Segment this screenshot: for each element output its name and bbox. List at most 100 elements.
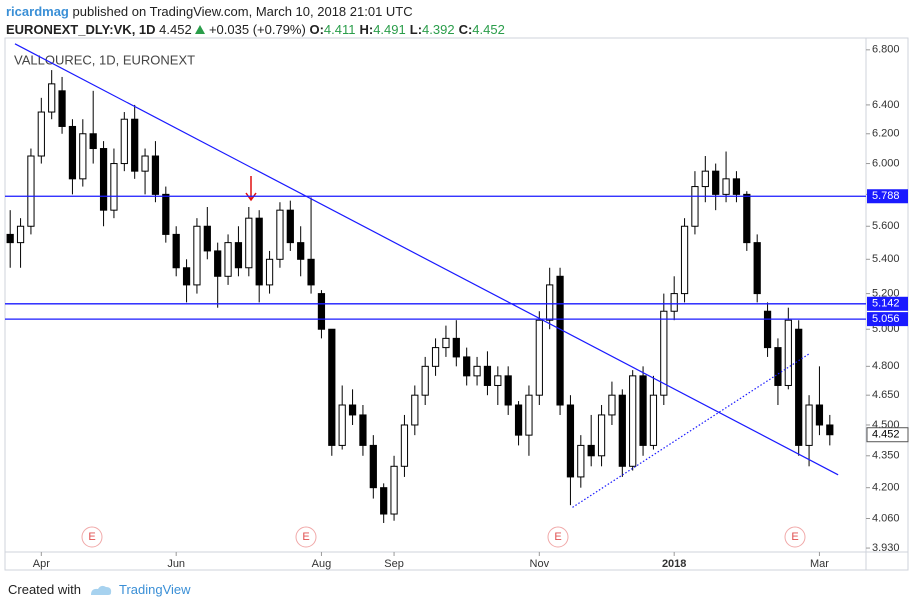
brand[interactable]: TradingView [118,582,191,597]
y-tick-label: 4.650 [872,389,900,401]
candle-body [48,83,56,113]
candle-body [805,404,813,446]
candle-body [691,186,699,227]
candle-body [297,242,305,260]
candle-body [514,404,523,436]
candle-body [390,465,398,515]
earnings-label: E [88,531,95,543]
created-with: Created with [8,582,81,597]
candle-body [286,209,294,244]
candle-body [556,275,564,406]
candle-body [639,375,647,446]
ohlc-label: L: [409,22,423,37]
header: ricardmag published on TradingView.com, … [6,3,509,39]
x-tick-label: Nov [530,558,550,570]
candle-body [37,111,45,157]
ohlc-label: O: [309,22,324,37]
candle-body [421,365,429,396]
y-tick-label: 6.400 [872,99,900,111]
earnings-marker [81,526,103,548]
candle-body [328,328,336,446]
candle-body [463,356,471,377]
candle-body [712,170,720,195]
candle-body [566,404,575,478]
author[interactable]: ricardmag [6,4,69,19]
candle-body [442,337,450,349]
candle-body [535,319,543,396]
trend-line [14,43,839,476]
ohlc-value: 4.452 [472,22,505,37]
footer: Created with TradingView [8,582,191,597]
candle-body [784,319,792,386]
candle-body [79,133,87,180]
candle-body [608,394,616,416]
y-tick-label: 6.000 [872,157,900,169]
candle-body [525,394,533,436]
symbol: EURONEXT_DLY:VK, 1D [6,22,156,37]
price: 4.452 [159,22,192,37]
candle-body [68,125,77,180]
candle-body [265,258,274,286]
candle-body [618,394,626,467]
candle-body [359,414,367,446]
y-tick-label: 6.800 [872,44,900,56]
x-tick-label: 2018 [662,558,686,570]
candle-body [203,225,211,252]
annotation-arrow-head [245,192,257,202]
y-tick-label: 6.200 [872,128,900,140]
candle-body [214,250,222,277]
candle-body [276,209,284,260]
candle-body [795,328,803,446]
candle-body [182,267,191,286]
earnings-label: E [302,531,309,543]
candle-body [110,163,118,211]
candle-body [224,242,232,277]
y-tick-label: 4.200 [872,482,900,494]
earnings-marker [784,526,806,548]
ohlc-value: 4.411 [323,22,356,37]
candle-body [380,487,388,515]
candle-body [6,233,14,244]
y-tick-label: 5.200 [872,288,900,300]
candle-body [16,225,25,244]
x-tick-label: Aug [312,558,332,570]
candle-body [473,365,481,377]
candle-body [58,90,66,127]
candle-body [452,337,460,358]
candle-body [338,404,346,446]
change: +0.035 (+0.79%) [208,22,306,37]
price-label-bg [867,312,908,327]
earnings-label: E [554,531,561,543]
y-tick-label: 3.930 [872,542,900,554]
up-arrow [195,25,206,34]
candle-body [753,242,761,295]
candle-body [701,170,709,188]
candle-body [597,414,606,457]
y-tick-label: 4.800 [872,360,900,372]
y-tick-label: 4.060 [872,512,900,524]
candle-body [732,178,741,195]
chart-title: VALLOUREC, 1D, EURONEXT [14,52,195,67]
x-tick-label: Sep [384,558,404,570]
candle-body [89,133,97,150]
candle-body [743,193,751,244]
earnings-marker [547,526,569,548]
price-label: 5.142 [872,298,900,310]
candle-body [99,148,108,211]
candle-body [670,293,678,312]
price-label-bg [867,189,908,204]
price-label: 5.056 [872,313,900,325]
ohlc-value: 4.392 [422,22,455,37]
candle-body [649,394,658,446]
candle-body [504,375,512,406]
candle-body [483,365,492,386]
y-tick-label: 4.350 [872,450,900,462]
candle-body [826,424,834,436]
ohlc-value: 4.491 [373,22,406,37]
candle-body [255,217,263,286]
candle-body [722,178,730,195]
x-tick-label: Mar [810,558,829,570]
candle-body [151,155,160,195]
ohlc: O:4.411 H:4.491 L:4.392 C:4.452 [309,22,508,37]
